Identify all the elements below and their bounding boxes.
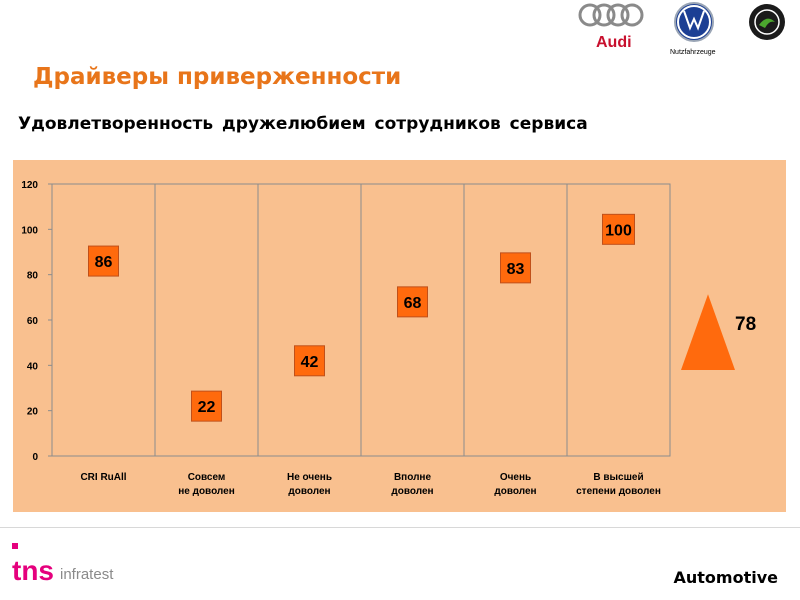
footer-divider [0, 527, 800, 528]
chart: 0 20 40 60 80 100 120 CRI RuAll Совсем не доволен… [21, 180, 756, 497]
vw-logo: Nutzfahrzeuge [670, 2, 716, 56]
data-point [397, 286, 428, 318]
data-label: 42 [301, 354, 319, 371]
y-tick-label: 20 [27, 407, 39, 418]
data-label: 83 [507, 261, 525, 278]
data-point [191, 390, 222, 422]
tns-wordmark: tns [12, 555, 54, 586]
x-tick-label: В высшей степени доволен [576, 472, 661, 497]
x-tick-label: CRI RuAll [80, 472, 126, 483]
y-tick-label: 100 [21, 225, 38, 236]
y-tick-label: 80 [27, 271, 39, 282]
y-tick-label: 0 [32, 452, 38, 463]
vw-caption: Nutzfahrzeuge [670, 49, 716, 56]
x-tick-label: Совсем не доволен [178, 472, 235, 497]
footer-label: Automotive [673, 568, 779, 587]
data-label: 68 [404, 295, 422, 312]
y-tick-label: 120 [21, 180, 38, 191]
tns-suffix: infratest [60, 566, 114, 583]
data-label: 22 [198, 399, 216, 416]
y-tick-label: 60 [27, 316, 39, 327]
indicator-triangle [681, 294, 735, 370]
tns-infratest-logo: tns infratest [12, 543, 114, 586]
audi-logo: Audi [578, 3, 644, 51]
slide-title: Драйверы приверженности [33, 64, 402, 90]
data-point [500, 252, 531, 284]
x-tick-label: Не очень доволен [287, 472, 332, 497]
data-label: 100 [605, 222, 632, 239]
data-point [602, 213, 635, 245]
data-point [88, 245, 119, 277]
brand-logos: Audi Nutzfahrzeuge [578, 2, 785, 56]
y-tick-label: 40 [27, 361, 39, 372]
data-label: 86 [95, 254, 113, 271]
x-tick-label: Очень доволен [494, 472, 536, 497]
indicator-label: 78 [735, 314, 756, 335]
audi-wordmark: Audi [596, 34, 632, 51]
x-tick-label: Вполне доволен [391, 472, 433, 497]
slide-subtitle: Удовлетворенность дружелюбием сотруднико… [18, 114, 588, 134]
chart-panel: 0 20 40 60 80 100 120 CRI RuAll Совсем не доволен… [13, 160, 786, 512]
data-point [294, 345, 325, 377]
skoda-logo [749, 4, 785, 40]
